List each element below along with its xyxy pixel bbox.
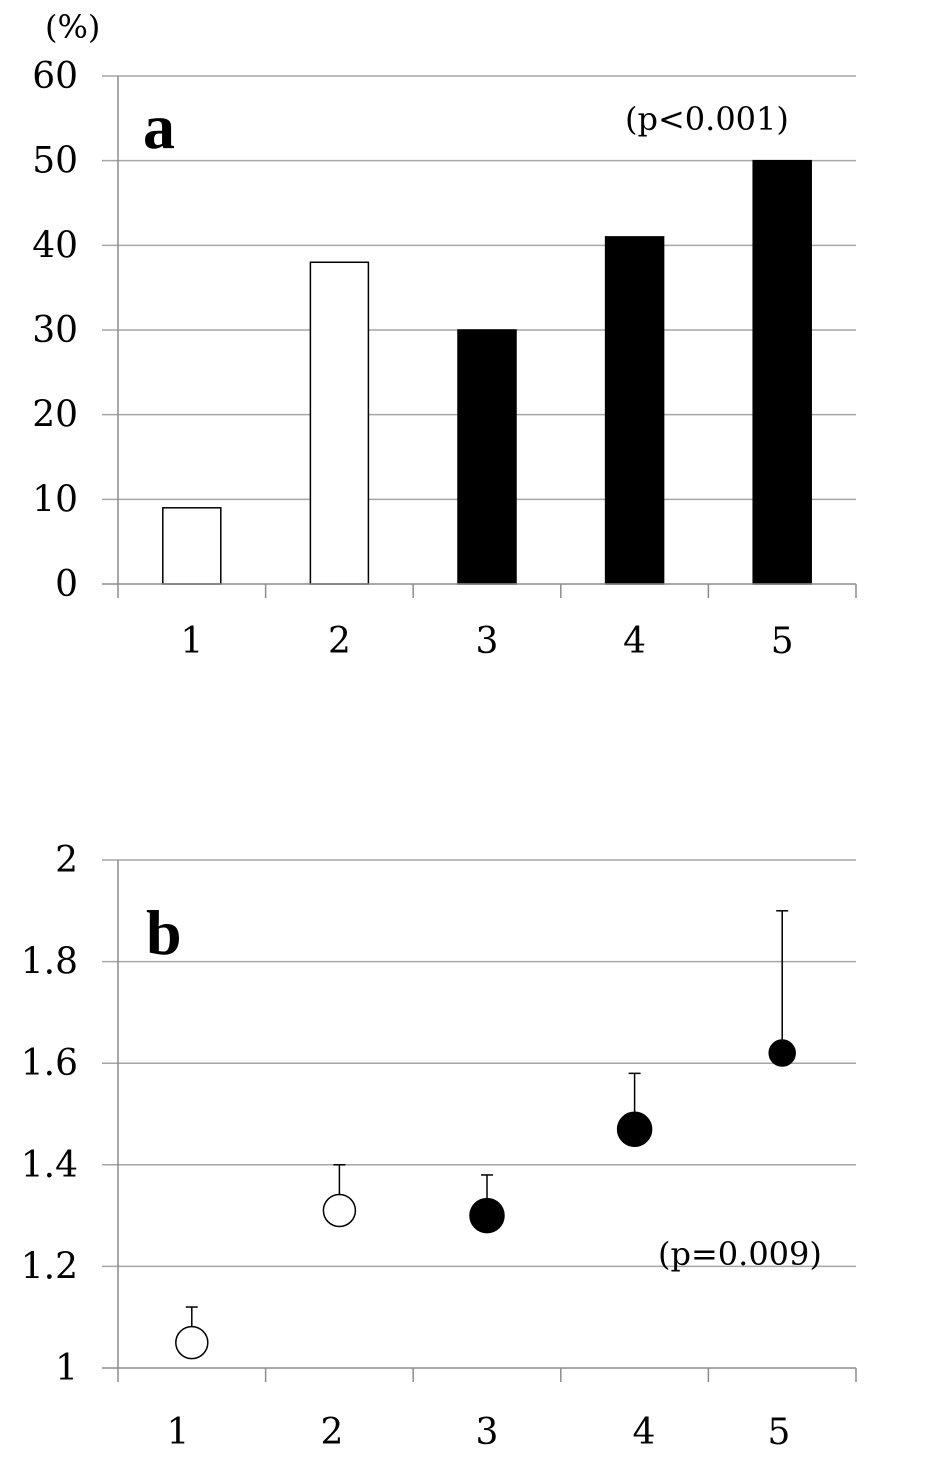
panel-b-x-tick-labels: 1 2 3 4 5: [167, 1412, 791, 1453]
panel-a-bar-chart: 0 10 20 30 40 50 60 1 2 3 4 5 (%) a (p<0.001): [32, 8, 857, 662]
panel-b-scatter-chart: 1 1.2 1.4 1.6 1.8 2 1 2 3 4 5 b (p=0.009): [21, 840, 857, 1453]
panel-b-label: b: [146, 897, 182, 968]
panel-a-y-tick-labels: 0 10 20 30 40 50 60: [32, 56, 78, 605]
panel-a-y-tick-label: 50: [32, 141, 78, 182]
panel-b-y-tick-label: 1.6: [21, 1043, 78, 1084]
panel-b-y-tick-label: 2: [55, 840, 78, 881]
panel-b-points: [175, 1039, 796, 1360]
panel-a-bars: [162, 159, 812, 585]
panel-a-p-value: (p<0.001): [625, 100, 789, 138]
panel-b-point: [616, 1111, 653, 1147]
panel-b-point: [768, 1039, 796, 1067]
panel-b-axes: [102, 860, 857, 1382]
panel-b-gridlines: [102, 859, 856, 1268]
panel-a-y-tick-label: 20: [32, 395, 78, 436]
panel-b-y-tick-labels: 1 1.2 1.4 1.6 1.8 2: [21, 840, 78, 1389]
panel-a-x-tick-labels: 1 2 3 4 5: [180, 621, 793, 662]
panel-b-x-tick-label: 1: [167, 1412, 190, 1453]
panel-b-y-tick-label: 1.8: [21, 942, 78, 983]
panel-a-axes: [102, 76, 857, 598]
panel-b-p-value: (p=0.009): [658, 1235, 822, 1273]
panel-a-bar: [457, 329, 517, 585]
panel-b-y-tick-label: 1.2: [21, 1246, 78, 1287]
panel-a-y-tick-label: 10: [32, 479, 78, 520]
panel-b-error-bars: [185, 910, 789, 1343]
panel-b-y-tick-label: 1: [55, 1348, 78, 1389]
panel-a-x-tick-label: 2: [328, 621, 351, 662]
panel-b-point: [469, 1197, 505, 1234]
panel-a-bar: [752, 159, 812, 585]
panel-a-y-axis-label: (%): [45, 8, 100, 46]
panel-a-x-tick-label: 1: [180, 621, 203, 662]
panel-b-x-tick-label: 4: [633, 1412, 656, 1453]
panel-a-y-tick-label: 0: [55, 564, 78, 605]
panel-a-x-tick-label: 5: [771, 621, 794, 662]
panel-b-point: [322, 1193, 357, 1228]
panel-a-bar: [604, 236, 665, 585]
panel-b-x-tick-label: 2: [321, 1412, 344, 1453]
panel-a-x-tick-label: 4: [623, 621, 646, 662]
panel-a-bar: [309, 261, 370, 585]
panel-b-x-tick-label: 5: [768, 1412, 791, 1453]
panel-a-x-tick-label: 3: [476, 621, 499, 662]
panel-a-y-tick-label: 40: [32, 225, 78, 266]
panel-b-point: [175, 1325, 209, 1360]
panel-a-y-tick-label: 30: [32, 310, 78, 351]
panel-b-y-tick-label: 1.4: [21, 1145, 78, 1186]
panel-b-x-tick-label: 3: [476, 1412, 499, 1453]
panel-a-y-tick-label: 60: [32, 56, 78, 97]
panel-a-bar: [162, 507, 222, 585]
panel-a-label: a: [143, 91, 175, 162]
